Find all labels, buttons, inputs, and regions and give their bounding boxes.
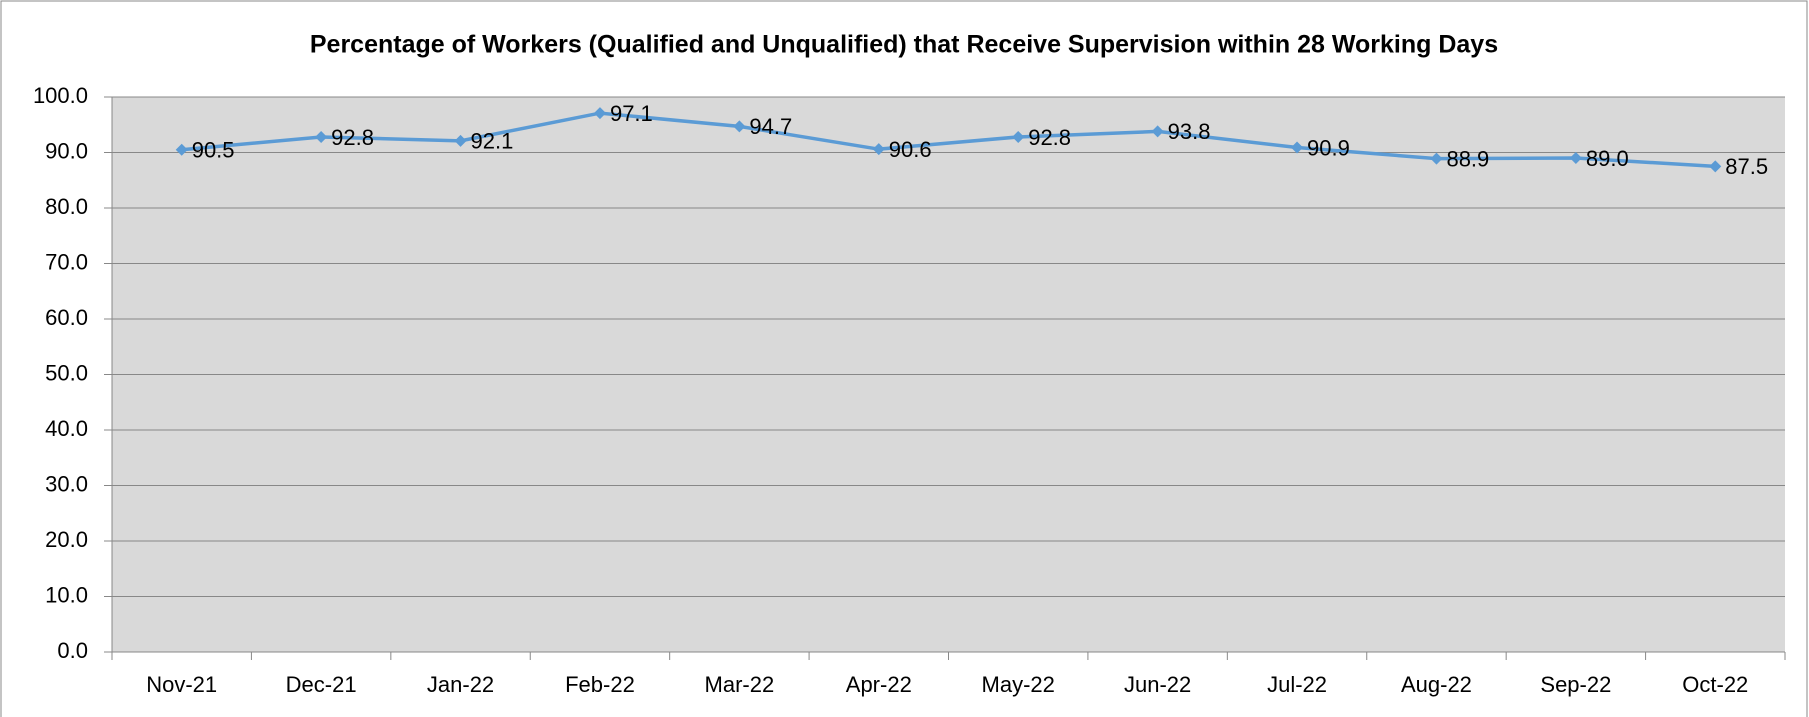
data-label: 90.6 [889,137,932,162]
data-marker [175,143,188,156]
y-tick-label: 100.0 [33,83,88,108]
data-label: 87.5 [1725,154,1768,179]
data-label: 92.8 [1028,125,1071,150]
x-tick-label: Mar-22 [705,672,775,697]
data-label: 89.0 [1586,146,1629,171]
data-label: 93.8 [1168,119,1211,144]
x-tick-label: Apr-22 [846,672,912,697]
data-marker [1709,160,1722,173]
x-tick-label: Feb-22 [565,672,635,697]
y-tick-label: 50.0 [45,360,88,385]
y-tick-label: 0.0 [57,638,88,663]
x-tick-label: Jul-22 [1267,672,1327,697]
data-marker [454,134,467,147]
data-label: 90.9 [1307,135,1350,160]
x-tick-label: Nov-21 [146,672,217,697]
x-tick-label: Jan-22 [427,672,494,697]
data-marker [733,120,746,133]
data-marker [1569,152,1582,165]
data-label: 94.7 [749,114,792,139]
data-label: 92.8 [331,125,374,150]
chart-title: Percentage of Workers (Qualified and Unq… [310,31,1498,59]
y-tick-label: 30.0 [45,471,88,496]
y-tick-label: 20.0 [45,527,88,552]
data-label: 92.1 [471,129,514,154]
data-marker [872,143,885,156]
y-tick-label: 80.0 [45,194,88,219]
y-tick-label: 60.0 [45,305,88,330]
data-label: 97.1 [610,101,653,126]
data-label: 90.5 [192,138,235,163]
x-tick-label: Dec-21 [286,672,357,697]
data-marker [1291,141,1304,154]
data-label: 88.9 [1446,146,1489,171]
y-tick-label: 10.0 [45,582,88,607]
y-tick-label: 90.0 [45,138,88,163]
data-marker [593,107,606,120]
x-tick-label: Sep-22 [1540,672,1611,697]
data-marker [1012,130,1025,143]
x-tick-label: Jun-22 [1124,672,1191,697]
y-tick-label: 70.0 [45,249,88,274]
x-tick-label: May-22 [982,672,1055,697]
x-tick-label: Aug-22 [1401,672,1472,697]
data-marker [315,130,328,143]
data-line [181,111,1716,169]
data-marker [1151,125,1164,138]
y-tick-label: 40.0 [45,416,88,441]
x-tick-label: Oct-22 [1682,672,1748,697]
data-marker [1430,152,1443,165]
